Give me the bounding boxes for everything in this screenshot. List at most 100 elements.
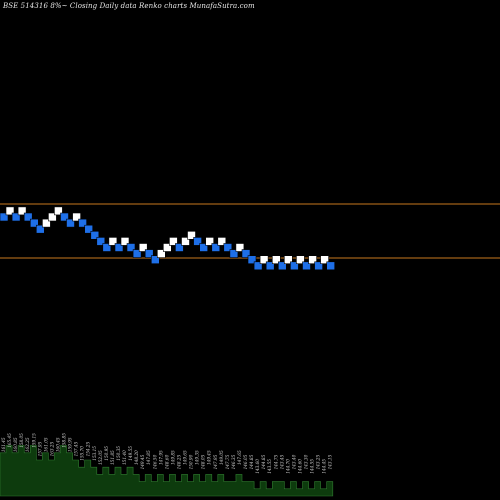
renko-brick-down [326, 261, 336, 271]
renko-brick-down [78, 218, 87, 228]
price-label: 153.15 [92, 446, 97, 461]
price-label: 160.45 [55, 437, 60, 452]
renko-brick-down [193, 237, 202, 246]
price-label: 161.05 [43, 437, 48, 452]
price-label: 147.95 [213, 454, 218, 469]
price-label: 143.25 [316, 454, 321, 469]
price-label: 159.15 [31, 433, 36, 448]
renko-brick-up [157, 249, 166, 258]
price-label: 161.45 [1, 437, 6, 452]
renko-brick-down [60, 212, 69, 222]
renko-brick-down [277, 261, 287, 271]
price-label: 144.55 [310, 459, 315, 474]
price-label: 146.50 [152, 454, 157, 469]
price-label: 149.55 [128, 446, 133, 461]
renko-brick-down [223, 243, 233, 252]
renko-brick-down [265, 261, 275, 271]
price-label: 143.45 [279, 454, 284, 469]
price-label: 152.05 [98, 450, 103, 465]
price-label: 162.25 [25, 437, 30, 452]
renko-brick-up [205, 237, 214, 246]
renko-brick-down [0, 212, 9, 222]
renko-brick-up [308, 255, 317, 264]
price-label: 147.85 [146, 450, 151, 465]
renko-brick-up [72, 212, 81, 222]
renko-brick-up [17, 206, 27, 216]
price-label: 146.35 [231, 454, 236, 469]
renko-brick-down [84, 224, 93, 234]
price-label: 157.95 [37, 441, 42, 456]
renko-brick-down [302, 261, 311, 271]
chart-title: BSE 514316 8%~ Closing Daily data Renko … [3, 2, 255, 10]
renko-brick-up [48, 212, 57, 222]
price-label: 158.05 [19, 433, 24, 448]
price-label: 148.25 [176, 454, 181, 469]
price-label: 144.85 [249, 454, 254, 469]
price-label: 149.85 [170, 450, 175, 465]
renko-bricks [0, 206, 336, 271]
renko-brick-down [90, 231, 100, 240]
renko-brick-up [296, 255, 305, 264]
price-label: 158.85 [62, 433, 67, 448]
price-label: 150.90 [189, 454, 194, 469]
renko-brick-up [54, 206, 63, 216]
price-label: 151.40 [122, 450, 127, 465]
price-label: 144.70 [285, 459, 290, 474]
renko-brick-up [187, 231, 196, 240]
price-label: 147.65 [237, 450, 242, 465]
price-label: 155.70 [80, 446, 85, 461]
renko-brick-down [199, 243, 208, 252]
renko-brick-up [217, 237, 227, 246]
renko-brick-down [114, 243, 124, 252]
price-label: 160.85 [13, 437, 18, 452]
price-label: 151.85 [110, 450, 115, 465]
price-labels: 161.45 165.45 160.85 158.05 162.25 159.15157.… [1, 433, 333, 474]
price-label: 148.20 [134, 450, 139, 465]
renko-brick-up [320, 255, 329, 264]
price-label: 143.60 [255, 459, 260, 474]
price-label: 150.95 [104, 446, 109, 461]
price-label: 149.65 [183, 450, 188, 465]
price-label: 144.75 [273, 454, 278, 469]
renko-brick-up [120, 237, 130, 246]
price-label: 147.75 [225, 454, 230, 469]
price-label: 146.05 [243, 454, 248, 469]
renko-brick-down [314, 261, 323, 271]
price-label: 149.45 [207, 450, 212, 465]
renko-brick-down [23, 212, 33, 222]
volume-silhouette [0, 445, 334, 497]
renko-brick-down [11, 212, 21, 222]
price-label: 143.55 [267, 459, 272, 474]
renko-brick-up [283, 255, 293, 264]
volume-area [0, 445, 334, 497]
renko-brick-up [5, 206, 15, 216]
price-label: 148.60 [164, 454, 169, 469]
renko-brick-up [181, 237, 190, 246]
price-label: 147.95 [158, 450, 163, 465]
renko-brick-down [290, 261, 299, 271]
price-label: 144.85 [261, 454, 266, 469]
price-label: 144.45 [322, 459, 327, 474]
renko-brick-down [229, 249, 239, 258]
renko-brick-down [211, 243, 221, 252]
price-label: 143.30 [304, 454, 309, 469]
renko-brick-down [126, 243, 136, 252]
renko-brick-down [66, 218, 75, 228]
renko-brick-down [29, 218, 39, 228]
price-label: 157.45 [74, 441, 79, 456]
renko-brick-down [35, 224, 45, 234]
price-label: 149.05 [219, 450, 224, 465]
price-label: 149.35 [195, 450, 200, 465]
price-label: 148.05 [201, 454, 206, 469]
price-label: 143.15 [328, 454, 333, 469]
price-label: 159.95 [68, 437, 73, 452]
renko-brick-up [169, 237, 178, 246]
renko-brick-down [241, 249, 251, 258]
price-label: 150.35 [116, 446, 121, 461]
renko-brick-down [144, 249, 154, 258]
renko-brick-down [96, 237, 106, 246]
renko-brick-down [132, 249, 142, 258]
renko-brick-up [235, 243, 245, 252]
renko-brick-down [151, 255, 160, 264]
